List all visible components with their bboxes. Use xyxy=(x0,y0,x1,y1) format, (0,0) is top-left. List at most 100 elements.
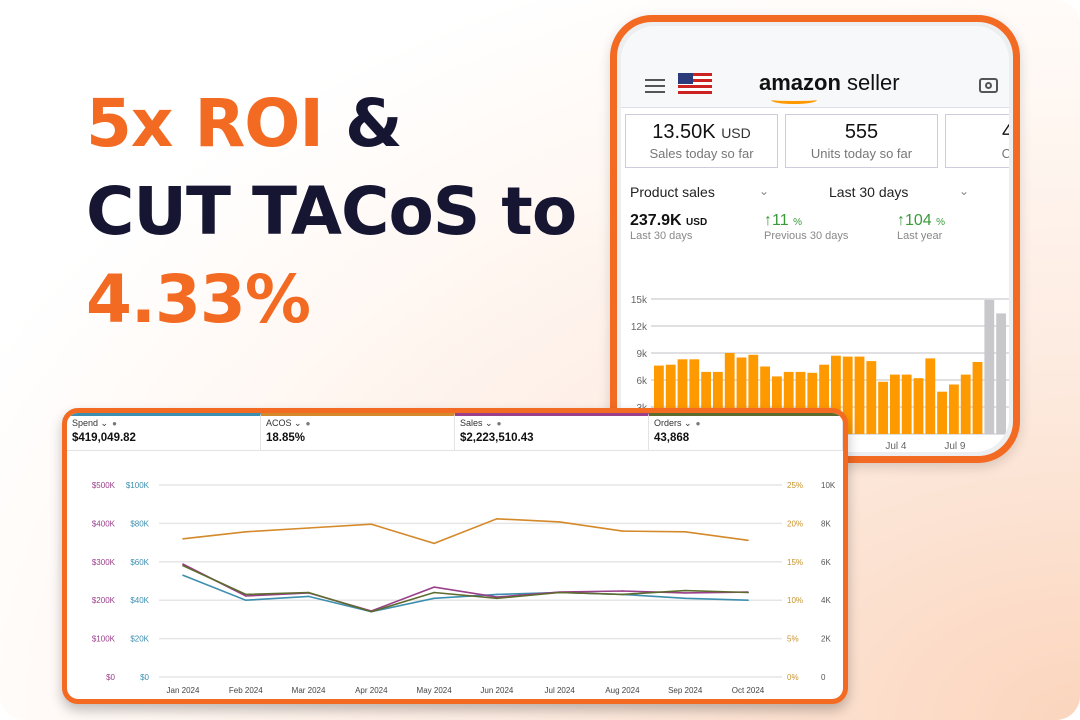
sales-bar xyxy=(937,391,947,434)
acos-axis-label: 0% xyxy=(787,673,799,682)
sales-axis-label: $500K xyxy=(92,481,116,490)
data-point-sales xyxy=(621,590,624,592)
stat-card-units[interactable]: 555 Units today so far xyxy=(785,114,938,168)
today-bar xyxy=(984,299,995,434)
data-point-spend xyxy=(244,599,247,601)
spend-axis-label: $0 xyxy=(140,673,149,682)
y-tick-label: 6k xyxy=(636,376,648,387)
data-point-spend xyxy=(496,593,498,596)
metric-tab-sales[interactable]: Sales ⌄ ● $2,223,510.43 xyxy=(455,413,649,451)
stat-label: Units today so far xyxy=(810,146,913,161)
data-point-acos xyxy=(684,531,687,533)
logo-text-a: amazon xyxy=(759,70,841,95)
series-line-orders xyxy=(182,564,749,613)
data-point-spend xyxy=(307,595,310,598)
year-change: 104 xyxy=(905,212,932,229)
headline-roi: 5x ROI xyxy=(86,85,324,162)
data-point-orders xyxy=(244,593,247,596)
x-tick-label: Jan 2024 xyxy=(167,686,200,695)
series-line-acos xyxy=(182,517,749,545)
sales-bar xyxy=(677,359,688,434)
chevron-down-icon[interactable]: ⌄ xyxy=(684,418,692,428)
info-icon[interactable]: ● xyxy=(112,419,117,428)
sales-bar xyxy=(807,372,818,434)
x-tick-label: Apr 2024 xyxy=(355,686,388,695)
prev-change: 11 xyxy=(772,212,789,229)
sales-bar xyxy=(654,365,664,434)
data-point-acos xyxy=(433,542,435,545)
data-point-orders xyxy=(558,591,561,594)
total-unit: USD xyxy=(686,217,708,228)
stat-value: 13.50K xyxy=(652,121,716,143)
data-point-acos xyxy=(558,521,561,523)
data-point-spend xyxy=(433,597,435,600)
metric-tab-acos[interactable]: ACOS ⌄ ● 18.85% xyxy=(261,413,455,451)
data-point-orders xyxy=(684,589,687,592)
chevron-down-icon[interactable]: ⌄ xyxy=(759,184,770,198)
spend-axis-label: $80K xyxy=(130,519,149,528)
data-point-orders xyxy=(182,564,184,567)
data-point-acos xyxy=(370,523,373,525)
amazon-smile-icon xyxy=(771,96,817,104)
data-point-acos xyxy=(244,531,247,533)
info-icon[interactable]: ● xyxy=(496,419,502,428)
metric-tab-orders[interactable]: Orders ⌄ ● 43,868 xyxy=(649,413,843,451)
series-line-spend xyxy=(182,574,749,613)
stat-card-sales[interactable]: 13.50K USD Sales today so far xyxy=(625,114,778,168)
stat-value: 46.3 xyxy=(946,121,1009,144)
metric-tab-spend[interactable]: Spend ⌄ ● $419,049.82 xyxy=(67,413,261,451)
metric-name: Spend xyxy=(72,418,99,428)
data-point-sales xyxy=(244,595,247,597)
hamburger-menu-icon[interactable] xyxy=(645,79,665,93)
acos-axis-label: 20% xyxy=(787,519,803,528)
chevron-down-icon[interactable]: ⌄ xyxy=(294,418,302,428)
total-label: Last 30 days xyxy=(630,230,693,242)
stat-unit: USD xyxy=(721,125,751,141)
orders-axis-label: 6K xyxy=(821,558,831,567)
camera-icon[interactable] xyxy=(979,78,998,93)
arrow-up-icon: ↑ xyxy=(897,212,905,229)
sales-bar xyxy=(665,364,676,434)
acos-axis-label: 10% xyxy=(787,596,803,605)
info-icon[interactable]: ● xyxy=(695,419,701,428)
x-tick-label: Jul 2024 xyxy=(545,686,576,695)
chevron-down-icon[interactable]: ⌄ xyxy=(100,418,109,428)
headline-percent: 4.33% xyxy=(86,261,311,338)
metric-dropdown[interactable]: Product sales xyxy=(630,184,715,200)
logo-text-b: seller xyxy=(840,70,900,95)
metric-name: Sales xyxy=(460,418,483,428)
orders-axis-label: 0 xyxy=(821,673,826,682)
sales-bar xyxy=(819,364,829,434)
data-point-orders xyxy=(496,597,498,600)
prev-label: Previous 30 days xyxy=(764,230,849,242)
us-flag-icon[interactable] xyxy=(678,73,712,94)
year-unit: % xyxy=(936,217,946,228)
data-point-orders xyxy=(370,610,373,613)
metric-name: Orders xyxy=(654,418,682,428)
info-icon[interactable]: ● xyxy=(305,419,311,428)
prev-unit: % xyxy=(793,217,802,228)
sales-bar xyxy=(701,371,711,434)
sales-bar xyxy=(772,376,782,434)
chevron-down-icon[interactable]: ⌄ xyxy=(485,418,493,428)
data-point-acos xyxy=(621,530,624,532)
data-point-acos xyxy=(747,539,749,542)
orders-axis-label: 4K xyxy=(821,596,831,605)
sales-bar xyxy=(842,356,853,434)
data-point-spend xyxy=(182,574,184,577)
sales-bar xyxy=(831,355,841,434)
headline: 5x ROI & CUT TACoS to 4.33% xyxy=(86,80,577,344)
stat-label: Sales today so far xyxy=(649,146,754,161)
sales-axis-label: $300K xyxy=(92,558,116,567)
date-range-dropdown[interactable]: Last 30 days xyxy=(829,184,909,200)
data-point-orders xyxy=(747,591,749,594)
data-point-spend xyxy=(747,599,749,601)
stat-card-current[interactable]: 46.3 Curren xyxy=(945,114,1009,168)
sales-bar xyxy=(713,371,723,434)
sales-bar xyxy=(972,362,983,434)
chevron-down-icon[interactable]: ⌄ xyxy=(959,184,970,198)
series-line-sales xyxy=(182,563,749,612)
x-tick-label: Sep 2024 xyxy=(668,686,703,695)
sales-axis-label: $200K xyxy=(92,596,116,605)
data-point-acos xyxy=(307,527,310,529)
